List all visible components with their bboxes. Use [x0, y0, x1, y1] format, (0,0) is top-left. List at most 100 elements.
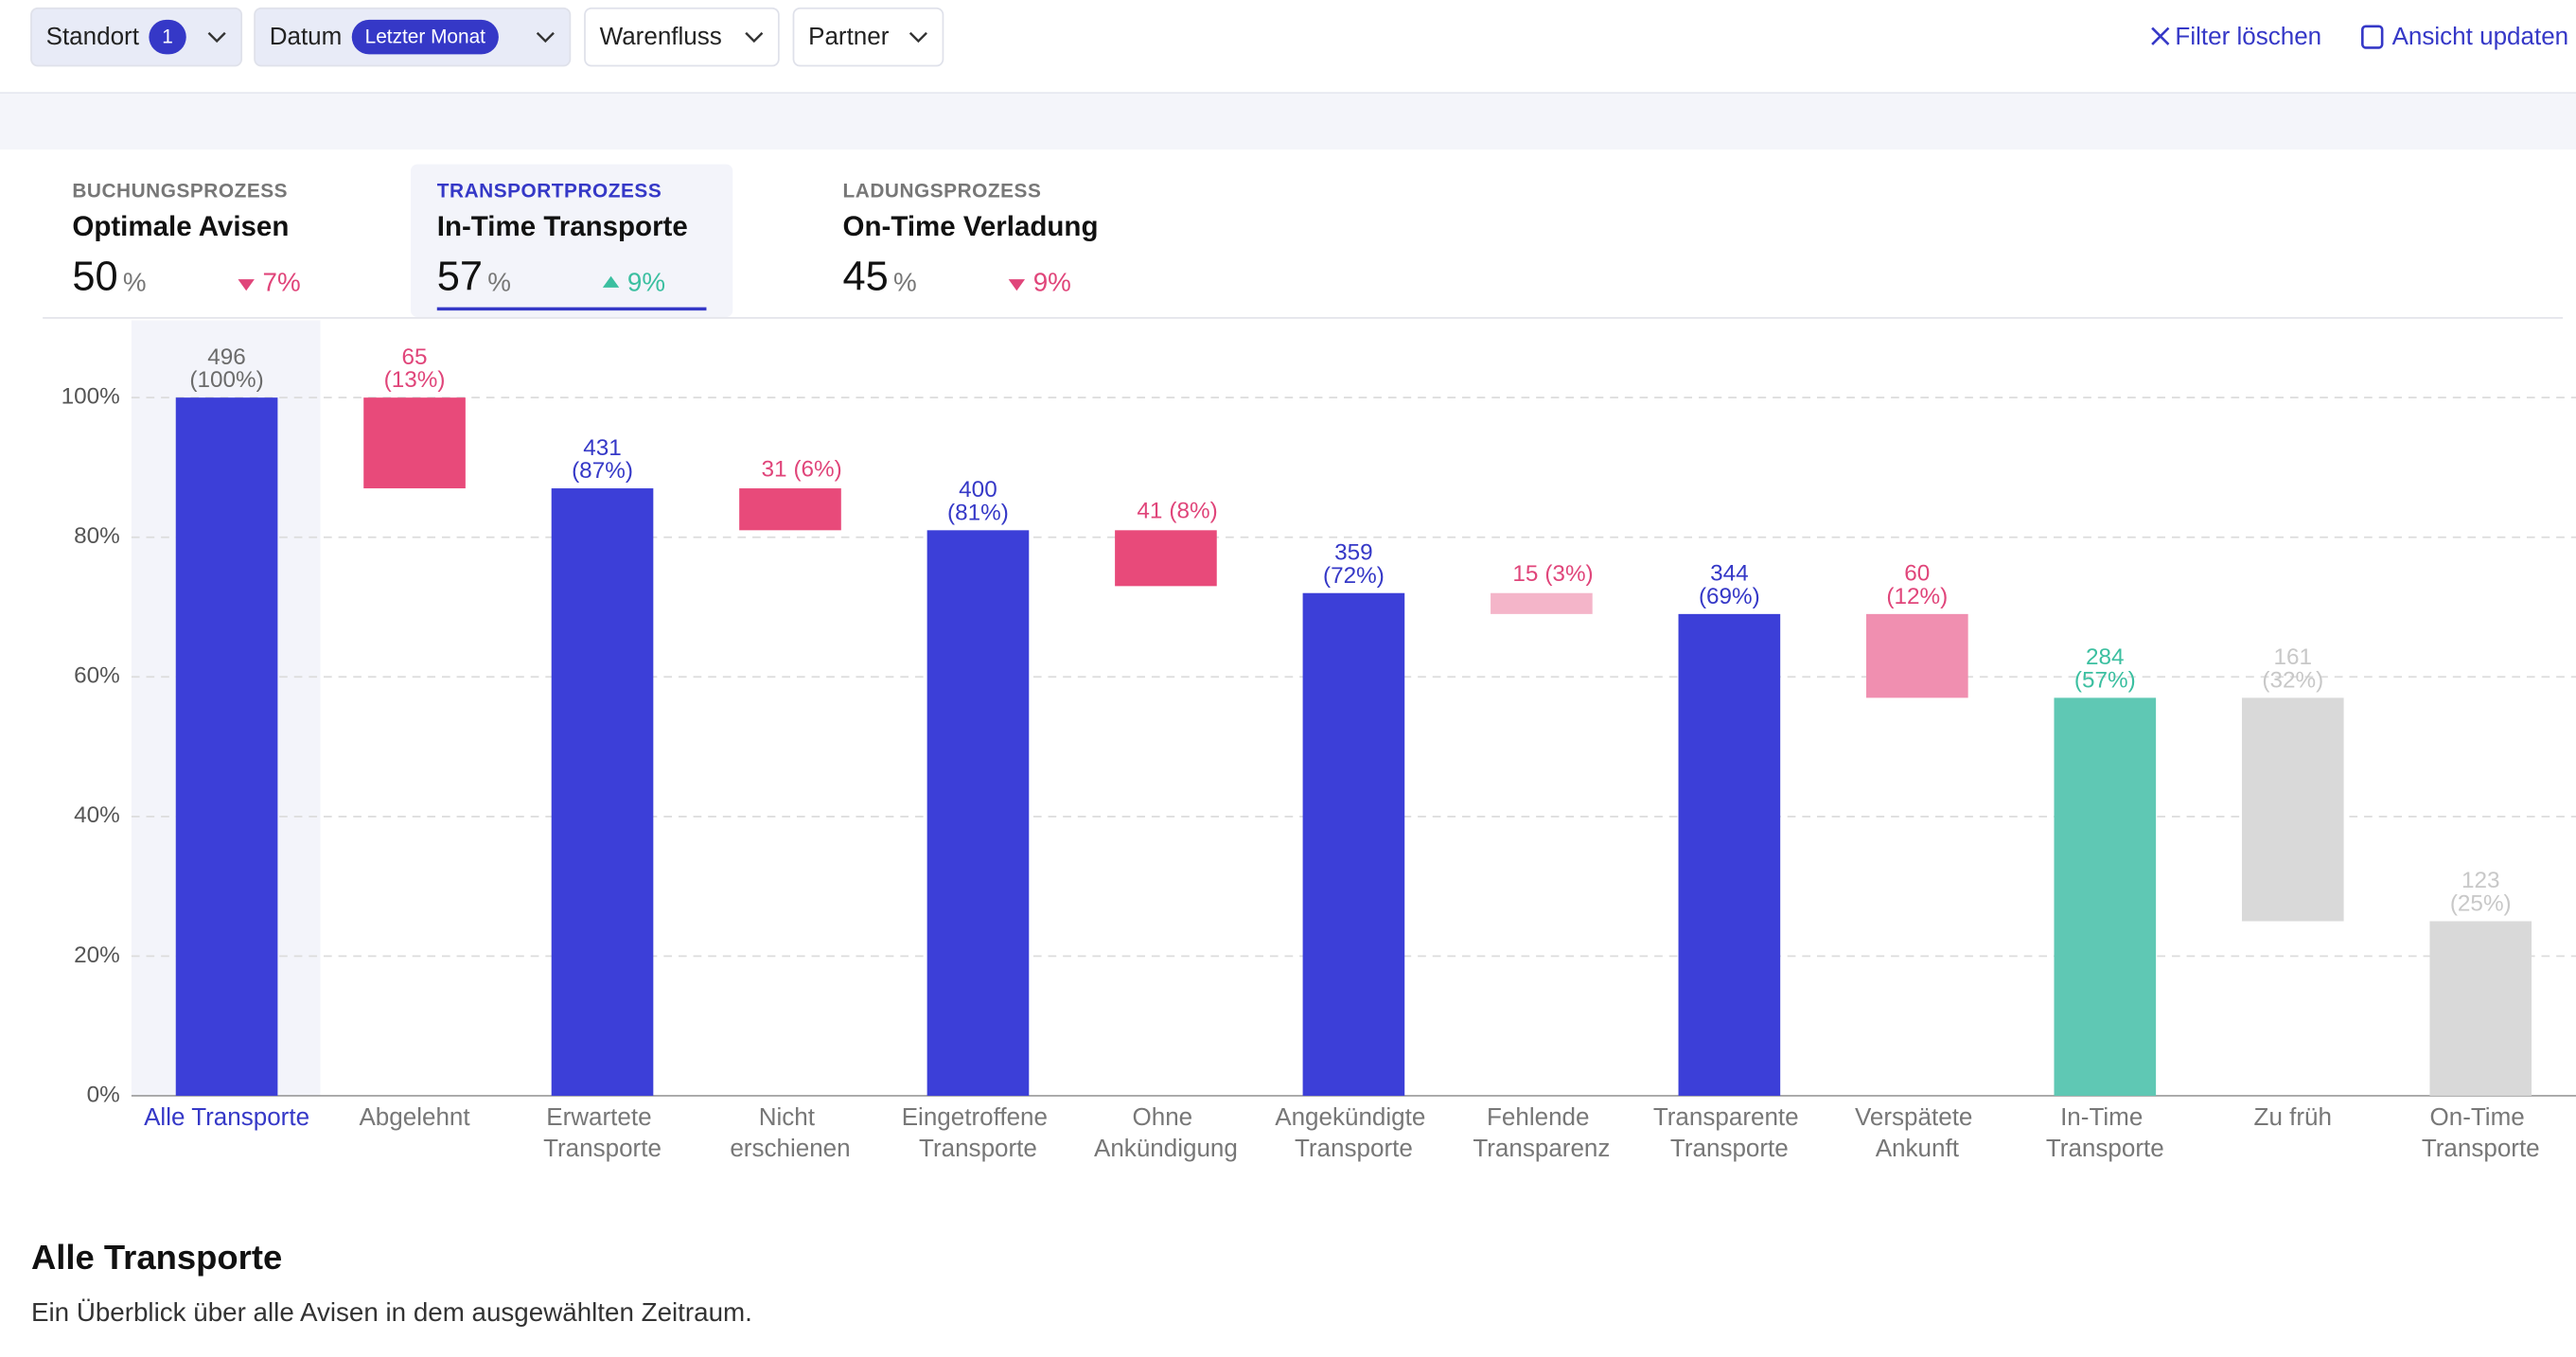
y-tick-label: 40% — [74, 802, 120, 828]
filter-label: Partner — [808, 22, 890, 50]
tab-title[interactable]: On-Time Verladung — [843, 211, 1099, 242]
tab-value: 50 — [72, 255, 117, 300]
bar — [926, 530, 1030, 1096]
x-tick-label[interactable]: Alle Transporte — [144, 1102, 309, 1131]
filter-badge — [351, 19, 499, 55]
bar — [739, 488, 841, 531]
chevron-icon — [909, 31, 927, 44]
count-label: 359 — [1334, 539, 1373, 565]
tab-title[interactable]: Optimale Avisen — [72, 211, 289, 242]
y-tick-label: 0% — [87, 1082, 120, 1107]
bar — [1678, 613, 1781, 1096]
x-tick-label[interactable]: Verspätete Ankunft — [1855, 1102, 1980, 1162]
chevron-icon — [536, 31, 555, 44]
tab-category[interactable]: BUCHUNGSPROZESS — [72, 181, 288, 203]
filter-button[interactable] — [792, 7, 944, 67]
card — [5, 150, 2576, 1357]
filter-badge — [149, 19, 186, 55]
count-label: 31 — [761, 456, 786, 482]
filter-button[interactable] — [30, 7, 243, 67]
count-label: 65 — [402, 344, 428, 370]
count-label: 15 — [1512, 561, 1538, 587]
tab-title[interactable]: In-Time Transporte — [437, 211, 688, 242]
filter-label: Standort — [46, 22, 140, 50]
count-label: 400 — [959, 477, 997, 502]
x-tick-label[interactable]: Fehlende Transparenz — [1473, 1102, 1610, 1162]
section-title: Alle Transporte — [31, 1238, 282, 1277]
tab-category[interactable]: TRANSPORTPROZESS — [437, 181, 662, 203]
percent-label: (6%) — [793, 456, 841, 482]
section-description: Ein Überblick über alle Avisen in dem au… — [31, 1297, 752, 1327]
chevron-icon — [207, 31, 226, 44]
header-band — [0, 93, 2576, 150]
count-label: 161 — [2273, 644, 2312, 670]
y-tick-label: 100% — [62, 384, 120, 410]
active-tab-bg — [410, 164, 733, 318]
close-icon — [2151, 26, 2170, 45]
count-label: 60 — [1904, 561, 1930, 587]
x-tick-label[interactable]: Nicht erschienen — [730, 1102, 850, 1162]
percent-label: (8%) — [1169, 499, 1217, 524]
x-tick-label[interactable]: Erwartete Transporte — [543, 1102, 662, 1162]
percent-label: (87%) — [572, 458, 633, 484]
count-label: 41 — [1137, 499, 1162, 524]
count-label: 344 — [1710, 561, 1749, 587]
count-label: 496 — [207, 344, 246, 370]
count-label: 123 — [2461, 868, 2500, 893]
bar — [1866, 613, 1968, 698]
percent-label: (57%) — [2074, 667, 2136, 693]
save-icon — [2361, 25, 2384, 49]
filter-button[interactable] — [584, 7, 780, 67]
percent-label: (25%) — [2450, 891, 2512, 917]
x-tick-label[interactable]: Transparente Transporte — [1653, 1102, 1806, 1162]
x-tick-label[interactable]: Ohne Ankündigung — [1094, 1102, 1238, 1162]
trend-icon — [602, 275, 620, 288]
percent-label: (13%) — [384, 367, 446, 393]
tab-change: 9% — [627, 268, 665, 297]
x-tick-label[interactable]: Zu früh — [2254, 1102, 2332, 1131]
x-tick-label[interactable]: Abgelehnt — [359, 1102, 470, 1131]
percent-label: (3%) — [1544, 561, 1593, 587]
filter-label: Warenfluss — [600, 22, 722, 50]
filter-label: Datum — [270, 22, 343, 50]
percent-label: (12%) — [1886, 584, 1948, 609]
bar — [1302, 592, 1405, 1096]
bar — [551, 488, 654, 1096]
divider — [0, 92, 2576, 94]
percent-label: (100%) — [189, 367, 263, 393]
y-tick-label: 80% — [74, 523, 120, 549]
x-tick-label[interactable]: Angekündigte Transporte — [1275, 1102, 1432, 1162]
percent-label: (72%) — [1323, 563, 1385, 589]
filter-badge-text: Letzter Monat — [365, 26, 486, 47]
tab-unit: % — [123, 268, 147, 297]
tab-category[interactable]: LADUNGSPROZESS — [843, 181, 1042, 203]
tab-unit: % — [893, 268, 917, 297]
tabs-divider — [43, 317, 2564, 319]
y-tick-label: 20% — [74, 943, 120, 968]
x-tick-label[interactable]: Eingetroffene Transporte — [902, 1102, 1055, 1162]
count-label: 431 — [583, 435, 622, 461]
count-label: 284 — [2086, 644, 2125, 670]
tab-change: 9% — [1033, 268, 1071, 297]
trend-icon — [238, 279, 255, 291]
clear-filter-link[interactable]: Filter löschen — [2175, 22, 2321, 50]
tab-value: 57 — [437, 255, 483, 300]
tab-unit: % — [487, 268, 511, 297]
trend-icon — [1008, 279, 1026, 291]
x-tick-label[interactable]: On-Time Transporte — [2422, 1102, 2540, 1162]
active-tab-underline — [436, 307, 707, 311]
bar — [1115, 530, 1217, 587]
percent-label: (32%) — [2262, 667, 2323, 693]
bar — [175, 397, 278, 1096]
bar — [1491, 592, 1593, 614]
filter-badge-text: 1 — [162, 26, 173, 47]
percent-label: (69%) — [1699, 584, 1760, 609]
x-tick-label[interactable]: In-Time Transporte — [2046, 1102, 2164, 1162]
update-view-link[interactable]: Ansicht updaten — [2392, 22, 2569, 50]
bar — [363, 397, 466, 489]
bar — [2241, 697, 2344, 922]
percent-label: (81%) — [947, 500, 1009, 525]
bar — [2429, 921, 2532, 1096]
